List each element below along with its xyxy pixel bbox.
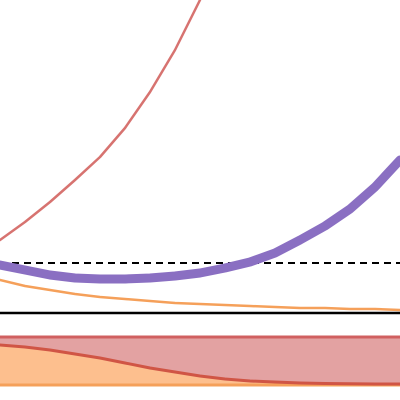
fills [0,337,400,385]
curve [0,155,400,284]
curves [0,0,400,386]
curve [0,0,202,242]
band-fill [0,345,400,385]
curve [0,343,400,386]
curve [0,278,400,312]
band-fill [0,337,400,384]
